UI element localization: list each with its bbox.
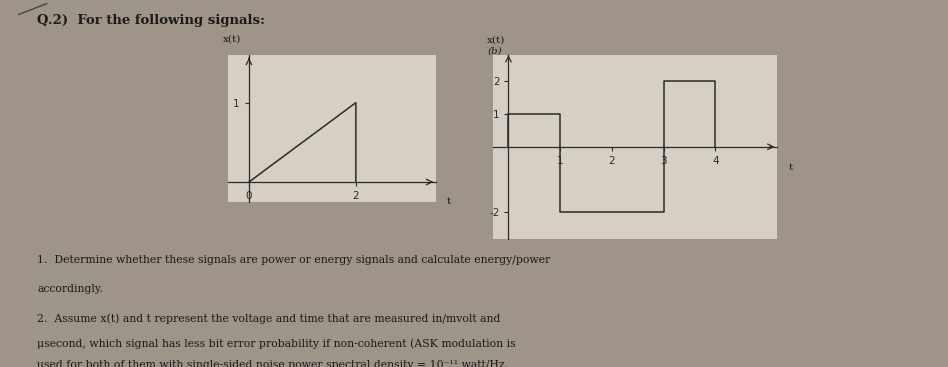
Text: Q.2)  For the following signals:: Q.2) For the following signals: xyxy=(37,14,265,28)
Text: 2.  Assume x(t) and t represent the voltage and time that are measured in/mvolt : 2. Assume x(t) and t represent the volta… xyxy=(37,313,501,324)
Text: x(t): x(t) xyxy=(224,34,242,43)
Text: accordingly.: accordingly. xyxy=(37,284,103,294)
Text: 1.  Determine whether these signals are power or energy signals and calculate en: 1. Determine whether these signals are p… xyxy=(37,255,551,265)
Text: used for both of them with single-sided noise power spectral density = 10⁻¹¹ wat: used for both of them with single-sided … xyxy=(37,360,508,367)
Text: (a): (a) xyxy=(237,65,251,74)
Text: t: t xyxy=(447,197,450,206)
Text: t: t xyxy=(789,163,793,172)
Text: x(t): x(t) xyxy=(487,35,505,44)
Text: (b): (b) xyxy=(488,47,502,56)
Text: μsecond, which signal has less bit error probability if non-coherent (ASK modula: μsecond, which signal has less bit error… xyxy=(37,338,516,349)
